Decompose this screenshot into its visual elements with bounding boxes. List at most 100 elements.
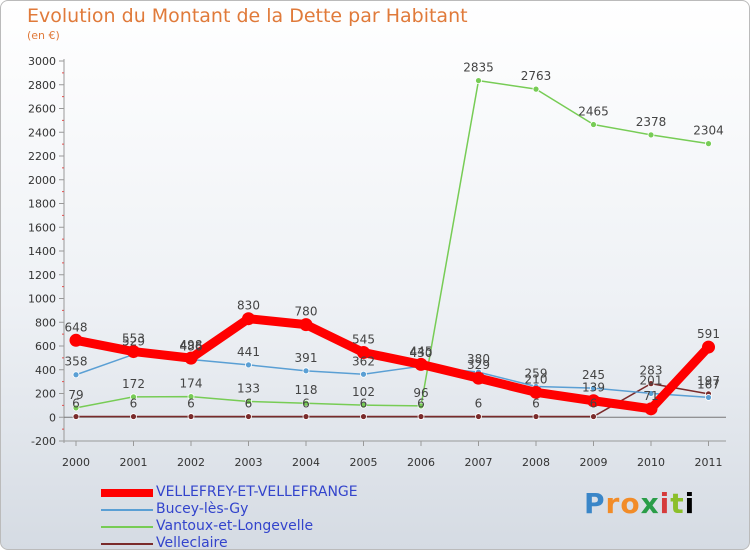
y-tick-label: 3000	[28, 55, 56, 68]
data-label: 780	[295, 305, 318, 319]
logo-letter: i	[684, 487, 696, 520]
data-label: 441	[237, 345, 260, 359]
legend-swatch-vantoux	[101, 526, 153, 528]
data-label: 430	[410, 346, 433, 360]
data-point	[69, 333, 83, 347]
x-tick-label: 2008	[522, 456, 550, 469]
data-label: 2465	[578, 105, 609, 119]
data-point	[360, 401, 367, 409]
legend-swatch-velleclaire	[101, 543, 153, 545]
data-label: 172	[122, 377, 145, 391]
data-label: 167	[697, 377, 720, 391]
data-point	[127, 345, 140, 359]
data-point	[475, 77, 482, 84]
y-tick-label: 1600	[28, 221, 56, 234]
legend-label-velleclaire: Velleclaire	[156, 535, 228, 550]
data-point	[705, 140, 712, 148]
data-point	[587, 394, 600, 408]
data-label: 6	[590, 397, 598, 411]
x-tick-label: 2006	[407, 456, 435, 469]
data-label: 133	[237, 381, 260, 395]
data-point	[357, 346, 370, 360]
data-point	[590, 121, 597, 128]
data-point	[472, 371, 485, 385]
y-tick-label: 1200	[28, 269, 56, 282]
data-label: 6	[417, 397, 425, 411]
y-tick-label: 1800	[28, 198, 56, 211]
data-point	[644, 402, 658, 416]
data-point	[302, 367, 310, 375]
y-tick-label: 200	[35, 388, 56, 401]
data-label: 6	[187, 397, 195, 411]
data-point	[130, 393, 137, 401]
logo-letter: r	[605, 487, 621, 520]
series-line	[75, 79, 710, 409]
data-point	[187, 393, 195, 400]
data-point	[245, 361, 252, 369]
legend-label-vantoux: Vantoux-et-Longevelle	[156, 518, 314, 534]
y-tick-label: 800	[35, 316, 56, 329]
x-tick-label: 2009	[580, 456, 608, 469]
y-tick-label: 0	[49, 411, 56, 424]
data-label: 445	[410, 344, 433, 358]
data-label: 6	[475, 397, 483, 411]
series-line	[75, 382, 710, 418]
data-label: 245	[582, 368, 605, 382]
data-point	[417, 402, 425, 410]
chart-title: Evolution du Montant de la Dette par Hab…	[27, 5, 468, 27]
data-label: 201	[640, 373, 663, 387]
logo-letter: o	[620, 487, 641, 520]
x-tick-label: 2007	[465, 456, 493, 469]
data-point	[590, 384, 597, 392]
data-point	[360, 370, 367, 378]
data-point	[475, 413, 482, 420]
data-label: 648	[65, 320, 88, 334]
data-label: 2763	[521, 69, 552, 83]
legend-label-vellefrey: VELLEFREY-ET-VELLEFRANGE	[156, 484, 358, 500]
x-tick-label: 2003	[235, 456, 263, 469]
data-label: 6	[302, 397, 310, 411]
data-point	[532, 85, 540, 93]
y-tick-label: 2800	[28, 79, 56, 92]
data-point	[245, 413, 252, 420]
data-label: 6	[245, 397, 253, 411]
data-label: 553	[122, 332, 145, 346]
data-point	[242, 312, 255, 326]
legend-swatch-bucey	[101, 509, 153, 511]
y-tick-label: 2000	[28, 174, 56, 187]
data-point	[72, 371, 80, 379]
data-point	[529, 385, 543, 399]
legend-label-bucey: Bucey-lès-Gy	[156, 501, 249, 517]
y-tick-label: 1400	[28, 245, 56, 258]
y-tick-label: 400	[35, 364, 56, 377]
data-point	[532, 413, 540, 420]
data-point	[702, 340, 715, 354]
data-point	[417, 413, 425, 420]
y-tick-label: 1000	[28, 293, 56, 306]
data-label: 830	[237, 299, 260, 313]
chart-subtitle: (en €)	[27, 29, 60, 42]
y-tick-label: -200	[31, 435, 56, 448]
data-point	[647, 131, 655, 139]
data-point	[184, 351, 198, 365]
logo-letter: t	[670, 487, 685, 520]
data-point	[360, 413, 367, 420]
data-label: 197	[697, 374, 720, 388]
data-point	[590, 413, 597, 420]
data-label: 259	[525, 366, 548, 380]
data-label: 71	[643, 389, 658, 403]
x-tick-label: 2010	[637, 456, 665, 469]
series-line	[71, 314, 713, 414]
data-point	[647, 389, 655, 397]
data-label: 2378	[636, 115, 667, 129]
data-label: 358	[65, 355, 88, 369]
data-label: 2304	[693, 124, 724, 138]
logo-letter: i	[659, 487, 671, 520]
data-point	[72, 404, 80, 412]
data-label: 102	[352, 385, 375, 399]
x-tick-label: 2001	[120, 456, 148, 469]
data-label: 498	[180, 338, 203, 352]
data-label: 118	[295, 383, 318, 397]
logo-letter: x	[640, 487, 660, 520]
